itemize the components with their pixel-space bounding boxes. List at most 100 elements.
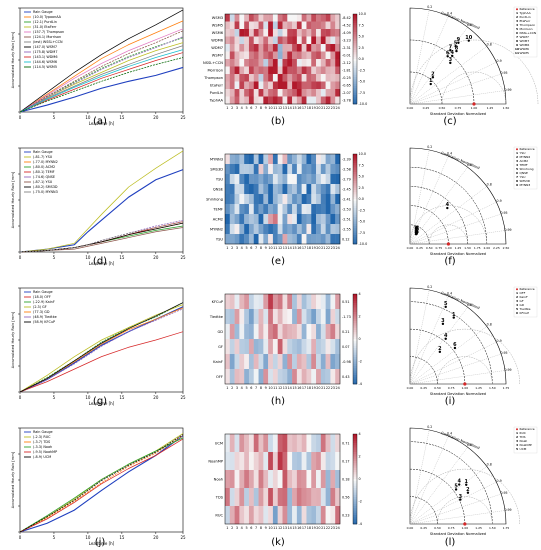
heatmap-cell [330, 184, 336, 195]
heatmap-cell [229, 44, 235, 52]
heatmap-cell [277, 324, 283, 340]
heatmap-cell [253, 470, 259, 489]
heatmap-cell [234, 354, 240, 370]
legend-entry-2: (18.0) OFF [33, 295, 51, 299]
heatmap-cell [335, 224, 341, 235]
colorbar-segment [353, 363, 357, 367]
heatmap-cell [253, 29, 259, 37]
heatmap-cell [248, 234, 254, 245]
heatmap-cell [277, 452, 283, 471]
corr-spoke [409, 61, 497, 105]
heatmap-cell [306, 44, 312, 52]
heatmap-cell [335, 354, 341, 370]
corr-tick: 0.4 [447, 151, 452, 155]
heatmap-cell [306, 74, 312, 82]
heatmap-cell [268, 354, 274, 370]
heatmap-cell [272, 66, 278, 75]
heatmap-cell [225, 89, 230, 97]
col-label-17: 17 [302, 106, 306, 110]
legend-index-4: 4 [516, 23, 518, 27]
row-label-4: QNSE [213, 187, 224, 191]
x-tick-label: 20 [153, 115, 159, 120]
colorbar-segment [353, 503, 357, 507]
std-tick: 1.50 [503, 106, 510, 110]
std-tick: 1.00 [445, 246, 452, 250]
heatmap-cell [244, 339, 250, 355]
colorbar-tick-8: -7.5 [359, 231, 366, 235]
corr-spoke [409, 370, 506, 385]
heatmap-cell [282, 204, 288, 215]
colorbar-tick-9: -10.0 [359, 242, 368, 246]
heatmap-cell [296, 204, 302, 215]
heatmap-cell [287, 339, 293, 355]
heatmap-cell [234, 452, 240, 471]
heatmap-cell [253, 452, 259, 471]
model-point-8 [455, 49, 458, 53]
colorbar-segment [353, 456, 357, 460]
corr-spoke [409, 15, 449, 105]
colorbar-segment [353, 434, 357, 437]
heatmap-cell [325, 66, 331, 75]
heatmap-cell [225, 66, 230, 75]
row-stat-12: -3.78 [342, 99, 351, 103]
model-point-5 [444, 305, 447, 309]
heatmap-cell [325, 36, 331, 45]
colorbar-segment [353, 458, 357, 462]
reference-marker [472, 102, 476, 106]
heatmap-cell [239, 44, 245, 52]
heatmap-cell [282, 36, 288, 45]
x-tick-label: 5 [53, 255, 56, 260]
colorbar-segment [353, 332, 357, 335]
x-tick-label: 15 [119, 115, 125, 120]
heatmap-cell [239, 184, 245, 195]
colorbar-segment [353, 25, 357, 28]
heatmap-cell [234, 36, 240, 45]
heatmap-cell [311, 234, 317, 245]
colorbar-segment [353, 452, 357, 455]
legend-entry-5: (77.3) GD [33, 310, 50, 314]
heatmap-cell [320, 81, 326, 90]
heatmap-cell [296, 44, 302, 52]
col-label-5: 5 [245, 386, 247, 390]
heatmap-cell [292, 339, 298, 355]
col-label-5: 5 [245, 106, 247, 110]
line-chart-10: 0 5 10 15 20 25 Leadtime [h] Accumulated Hourly… [11, 427, 186, 546]
heatmap-cell [306, 89, 312, 97]
heatmap-cell [330, 81, 336, 90]
panel-letter-7: (g) [93, 396, 107, 407]
legend-entry-9: (175.8) WDM7 [33, 50, 57, 54]
heatmap-cell [253, 89, 259, 97]
heatmap-cell [248, 174, 254, 185]
colorbar-segment [353, 41, 357, 44]
row-label-4: TDS [215, 495, 224, 499]
heatmap-cell [330, 506, 336, 525]
legend-entry-2: TyphAA [519, 11, 532, 15]
colorbar-segment [353, 36, 357, 40]
legend-entry-4: Noah [520, 439, 528, 443]
x-tick-label: 0 [19, 115, 22, 120]
heatmap-cell [330, 324, 336, 340]
heatmap-cell [287, 164, 293, 175]
heatmap-cell [320, 44, 326, 52]
colorbar-segment [353, 443, 357, 446]
heatmap-cell [292, 214, 298, 225]
corr-spoke [409, 201, 497, 245]
colorbar-segment [353, 339, 357, 342]
corr-spoke [409, 167, 468, 245]
model-label-4: 4 [444, 333, 448, 339]
heatmap-cell [268, 234, 274, 245]
corr-tick: 0.99 [504, 228, 511, 232]
colorbar-segment [353, 217, 357, 220]
colorbar-tick-5: 0.0 [359, 57, 364, 61]
col-label-18: 18 [307, 106, 311, 110]
legend-entry-2: (-2.3) RUC [33, 435, 51, 439]
heatmap-cell [272, 214, 278, 225]
heatmap-cell [229, 224, 235, 235]
heatmap-cell [244, 452, 250, 471]
heatmap-cell [292, 354, 298, 370]
col-label-1: 1 [226, 106, 228, 110]
col-label-7: 7 [255, 246, 257, 250]
heatmap-cell [253, 36, 259, 45]
legend-box [513, 6, 538, 58]
col-label-8: 8 [260, 246, 262, 250]
